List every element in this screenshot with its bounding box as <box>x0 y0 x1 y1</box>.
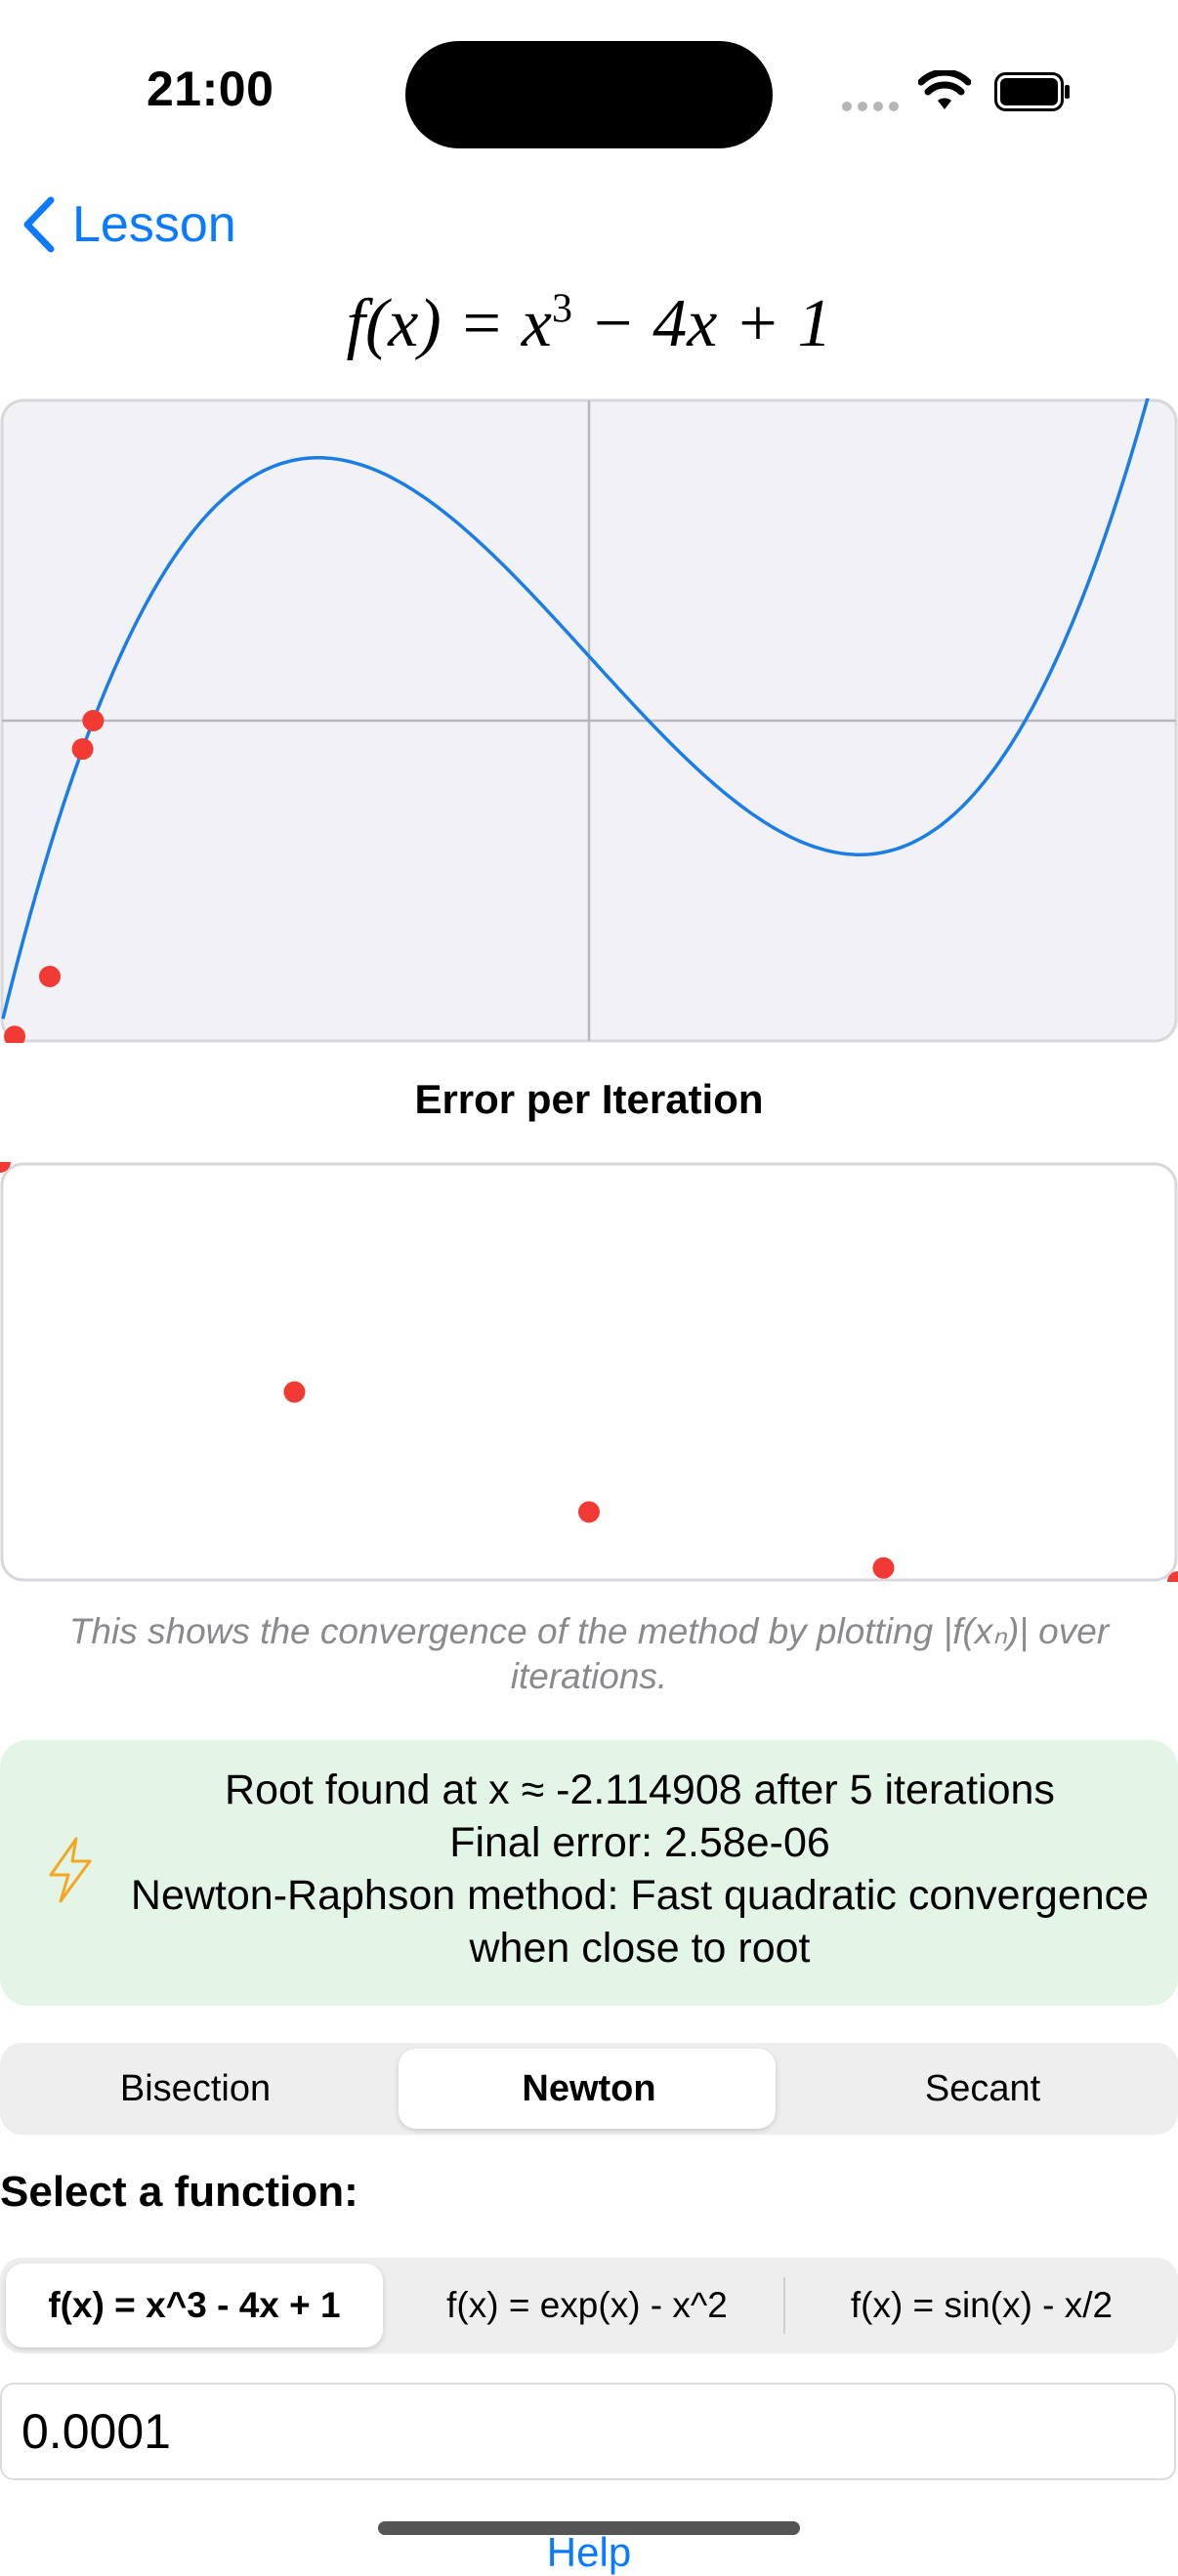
back-button[interactable]: Lesson <box>21 195 236 254</box>
method-bisection[interactable]: Bisection <box>119 2067 272 2109</box>
cellular-signal-icon <box>842 102 899 111</box>
result-error-line: Final error: 2.58e-06 <box>449 1819 830 1866</box>
formula-rest: − 4x + 1 <box>571 286 832 361</box>
back-label: Lesson <box>72 196 236 253</box>
function-formula: f(x) = x3 − 4x + 1 <box>0 285 1178 363</box>
segment-divider <box>783 2277 785 2334</box>
result-method-line: Newton-Raphson method: Fast quadratic co… <box>130 1872 1150 1972</box>
error-chart-title: Error per Iteration <box>414 1076 764 1122</box>
formula-exponent: 3 <box>551 286 572 332</box>
result-root-line: Root found at x ≈ -2.114908 after 5 iter… <box>225 1766 1055 1813</box>
lightning-icon <box>49 1837 92 1903</box>
error-point <box>578 1501 600 1523</box>
error-point <box>283 1381 306 1403</box>
home-indicator <box>378 2521 800 2535</box>
iterate-point <box>82 710 105 731</box>
help-link[interactable]: Help <box>546 2529 632 2575</box>
function-selection-indicator <box>6 2264 383 2347</box>
iterate-point <box>4 1025 25 1043</box>
error-point <box>0 1162 11 1173</box>
error-plot <box>0 1162 1178 1582</box>
method-secant[interactable]: Secant <box>924 2067 1041 2109</box>
wifi-icon <box>918 70 971 109</box>
result-banner <box>0 1740 1178 2006</box>
status-time: 21:00 <box>147 62 274 116</box>
tolerance-input[interactable]: 0.0001 <box>0 2383 1176 2480</box>
battery-icon <box>994 72 1070 111</box>
function-curve <box>1 398 1150 1019</box>
method-newton[interactable]: Newton <box>522 2067 656 2109</box>
result-text: Root found at x ≈ -2.114908 after 5 iter… <box>127 1764 1153 1974</box>
iterate-point <box>71 738 94 761</box>
error-point <box>1167 1571 1178 1582</box>
method-selection-indicator <box>399 2049 776 2129</box>
error-point <box>872 1557 895 1579</box>
function-plot[interactable] <box>0 398 1178 1043</box>
error-plot-background <box>0 1162 1178 1582</box>
plot-caption: This shows the convergence of the method… <box>68 1611 1110 1696</box>
iterate-point <box>39 966 61 988</box>
function-option-exp[interactable]: f(x) = exp(x) - x^2 <box>446 2285 728 2325</box>
function-option-cubic[interactable]: f(x) = x^3 - 4x + 1 <box>48 2285 341 2325</box>
select-function-label: Select a function: <box>0 2168 358 2216</box>
dynamic-island <box>405 41 773 148</box>
formula-lhs: f(x) = x <box>346 286 552 361</box>
chevron-left-icon <box>23 196 55 253</box>
function-option-sin[interactable]: f(x) = sin(x) - x/2 <box>850 2285 1114 2325</box>
